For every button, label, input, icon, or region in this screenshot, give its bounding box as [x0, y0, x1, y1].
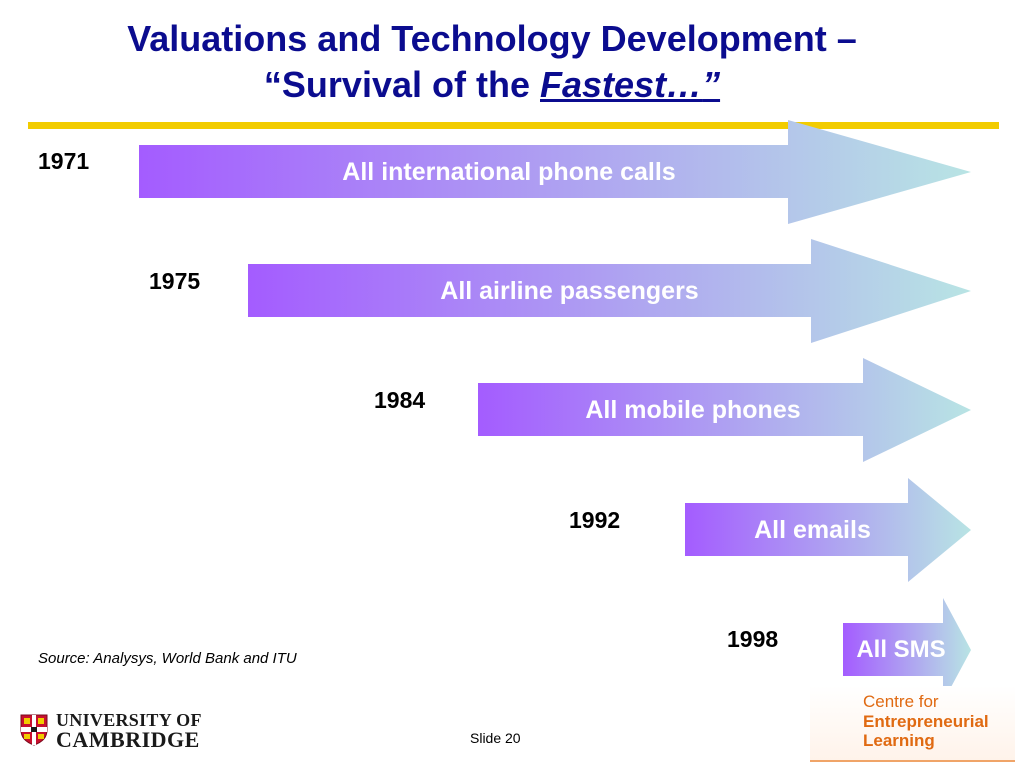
- cambridge-crest-icon: [20, 714, 48, 746]
- arrow-label: All mobile phones: [585, 395, 801, 424]
- title-line-2: “Survival of the Fastest…”: [0, 62, 984, 108]
- arrow-mobile-phones: All mobile phones: [478, 358, 971, 462]
- arrow-shape: [685, 478, 971, 582]
- title-divider: [28, 122, 999, 129]
- centre-line-2: Entrepreneurial: [863, 712, 989, 731]
- arrow-label: All airline passengers: [440, 276, 699, 305]
- title-line-2-prefix: “Survival of the: [263, 64, 540, 105]
- year-1975: 1975: [149, 268, 201, 294]
- arrow-label: All SMS: [856, 636, 946, 663]
- centre-line-3: Learning: [863, 731, 935, 750]
- university-of-cambridge-logo: UNIVERSITY OF CAMBRIDGE: [20, 710, 202, 752]
- arrow-shape: [248, 239, 971, 343]
- arrow-label: All international phone calls: [342, 157, 676, 186]
- slide-title: Valuations and Technology Development – …: [0, 16, 984, 108]
- centre-line-1: Centre for: [863, 692, 939, 711]
- arrow-shape: [139, 120, 971, 224]
- title-emphasis: Fastest…: [540, 64, 703, 105]
- year-1998: 1998: [727, 626, 779, 652]
- arrow-label: All emails: [754, 515, 871, 544]
- arrow-sms: All SMS: [843, 598, 971, 702]
- arrow-shape: [478, 358, 971, 462]
- arrow-emails: All emails: [685, 478, 971, 582]
- arrow-international-calls: All international phone calls: [139, 120, 971, 224]
- year-1992: 1992: [569, 507, 621, 533]
- arrow-shape: [843, 598, 971, 702]
- university-line-2: CAMBRIDGE: [56, 727, 200, 752]
- centre-for-entrepreneurial-learning-logo: Centre for Entrepreneurial Learning: [810, 686, 1015, 762]
- university-line-1: UNIVERSITY OF: [56, 710, 202, 730]
- source-note: Source: Analysys, World Bank and ITU: [38, 650, 297, 667]
- title-line-2-suffix: ”: [702, 64, 721, 105]
- slide-number: Slide 20: [470, 730, 521, 746]
- year-1971: 1971: [38, 148, 90, 174]
- university-wordmark: UNIVERSITY OF CAMBRIDGE: [56, 710, 202, 752]
- year-1984: 1984: [374, 387, 426, 413]
- arrow-airline-passengers: All airline passengers: [248, 239, 971, 343]
- title-line-1: Valuations and Technology Development –: [127, 18, 857, 59]
